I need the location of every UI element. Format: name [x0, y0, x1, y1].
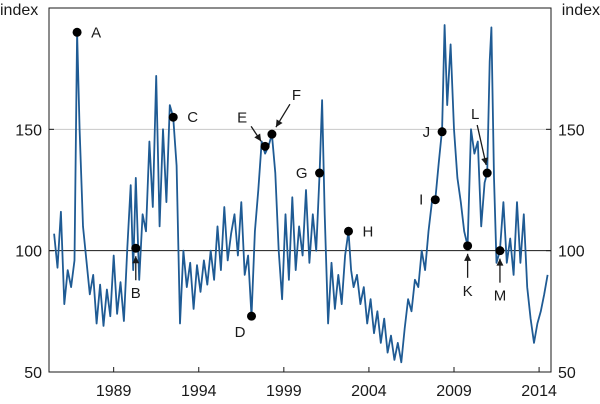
y-tick-label-right: 150: [558, 122, 585, 139]
x-tick-label: 1994: [181, 383, 217, 400]
marker-label: G: [296, 165, 308, 182]
y-tick-label-right: 50: [558, 365, 576, 382]
marker-label: A: [91, 24, 101, 41]
x-tick-label: 2004: [351, 383, 387, 400]
annotation-arrow-head: [496, 258, 504, 266]
marker-layer: A B C D E F G H I J K L M: [72, 24, 507, 341]
x-tick-label: 2009: [436, 383, 472, 400]
series-line-0: [53, 24, 549, 364]
y-tick-label-left: 150: [15, 122, 42, 139]
x-tick-label: 2014: [521, 383, 557, 400]
y-axis-unit-left: index: [0, 2, 38, 19]
marker-point: [72, 27, 82, 37]
annotation-arrow-head: [275, 119, 283, 128]
marker-point: [437, 127, 447, 137]
marker-point: [495, 246, 505, 256]
marker-label: D: [235, 324, 246, 341]
marker-point: [260, 141, 270, 151]
y-axis-unit-right: index: [562, 2, 600, 19]
marker-label: E: [237, 109, 247, 126]
marker-point: [267, 129, 277, 139]
plot-frame: [48, 7, 552, 373]
marker-label: C: [187, 109, 198, 126]
marker-label: B: [131, 285, 141, 302]
annotation-arrow-head: [254, 133, 262, 142]
marker-point: [168, 112, 178, 122]
marker-point: [343, 226, 353, 236]
marker-point: [463, 241, 473, 251]
marker-point: [247, 311, 257, 321]
marker-label: M: [494, 288, 507, 305]
marker-label: I: [419, 192, 423, 209]
annotation-arrow-head: [464, 253, 472, 261]
marker-point: [315, 168, 325, 178]
marker-label: F: [292, 87, 301, 104]
marker-label: L: [471, 106, 479, 123]
series-layer: [53, 24, 549, 364]
annotation-arrow-head: [481, 157, 489, 166]
marker-label: H: [362, 223, 373, 240]
y-tick-label-left: 50: [24, 365, 42, 382]
marker-point: [482, 168, 492, 178]
marker-label: K: [463, 283, 473, 300]
x-tick-label: 1989: [96, 383, 132, 400]
marker-label: J: [423, 124, 431, 141]
y-tick-label-right: 100: [558, 244, 585, 261]
marker-point: [131, 243, 141, 253]
annotation-arrow-head: [132, 256, 140, 264]
marker-point: [430, 195, 440, 205]
y-tick-label-left: 100: [15, 244, 42, 261]
x-tick-label: 1999: [266, 383, 302, 400]
